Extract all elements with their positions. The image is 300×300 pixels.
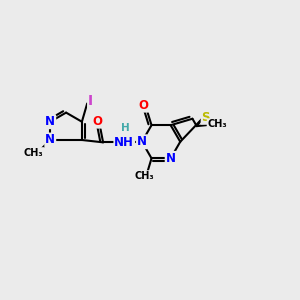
Text: CH₃: CH₃ [24,148,44,158]
Text: I: I [88,94,93,107]
Text: CH₃: CH₃ [135,171,154,181]
Text: S: S [202,111,210,124]
Text: CH₃: CH₃ [208,119,227,129]
Text: N: N [45,115,55,128]
Text: O: O [92,115,102,128]
Text: H: H [121,123,130,133]
Text: N: N [137,135,147,148]
Text: N: N [166,152,176,165]
Text: O: O [138,99,148,112]
Text: N: N [45,134,55,146]
Text: NH: NH [114,136,134,149]
